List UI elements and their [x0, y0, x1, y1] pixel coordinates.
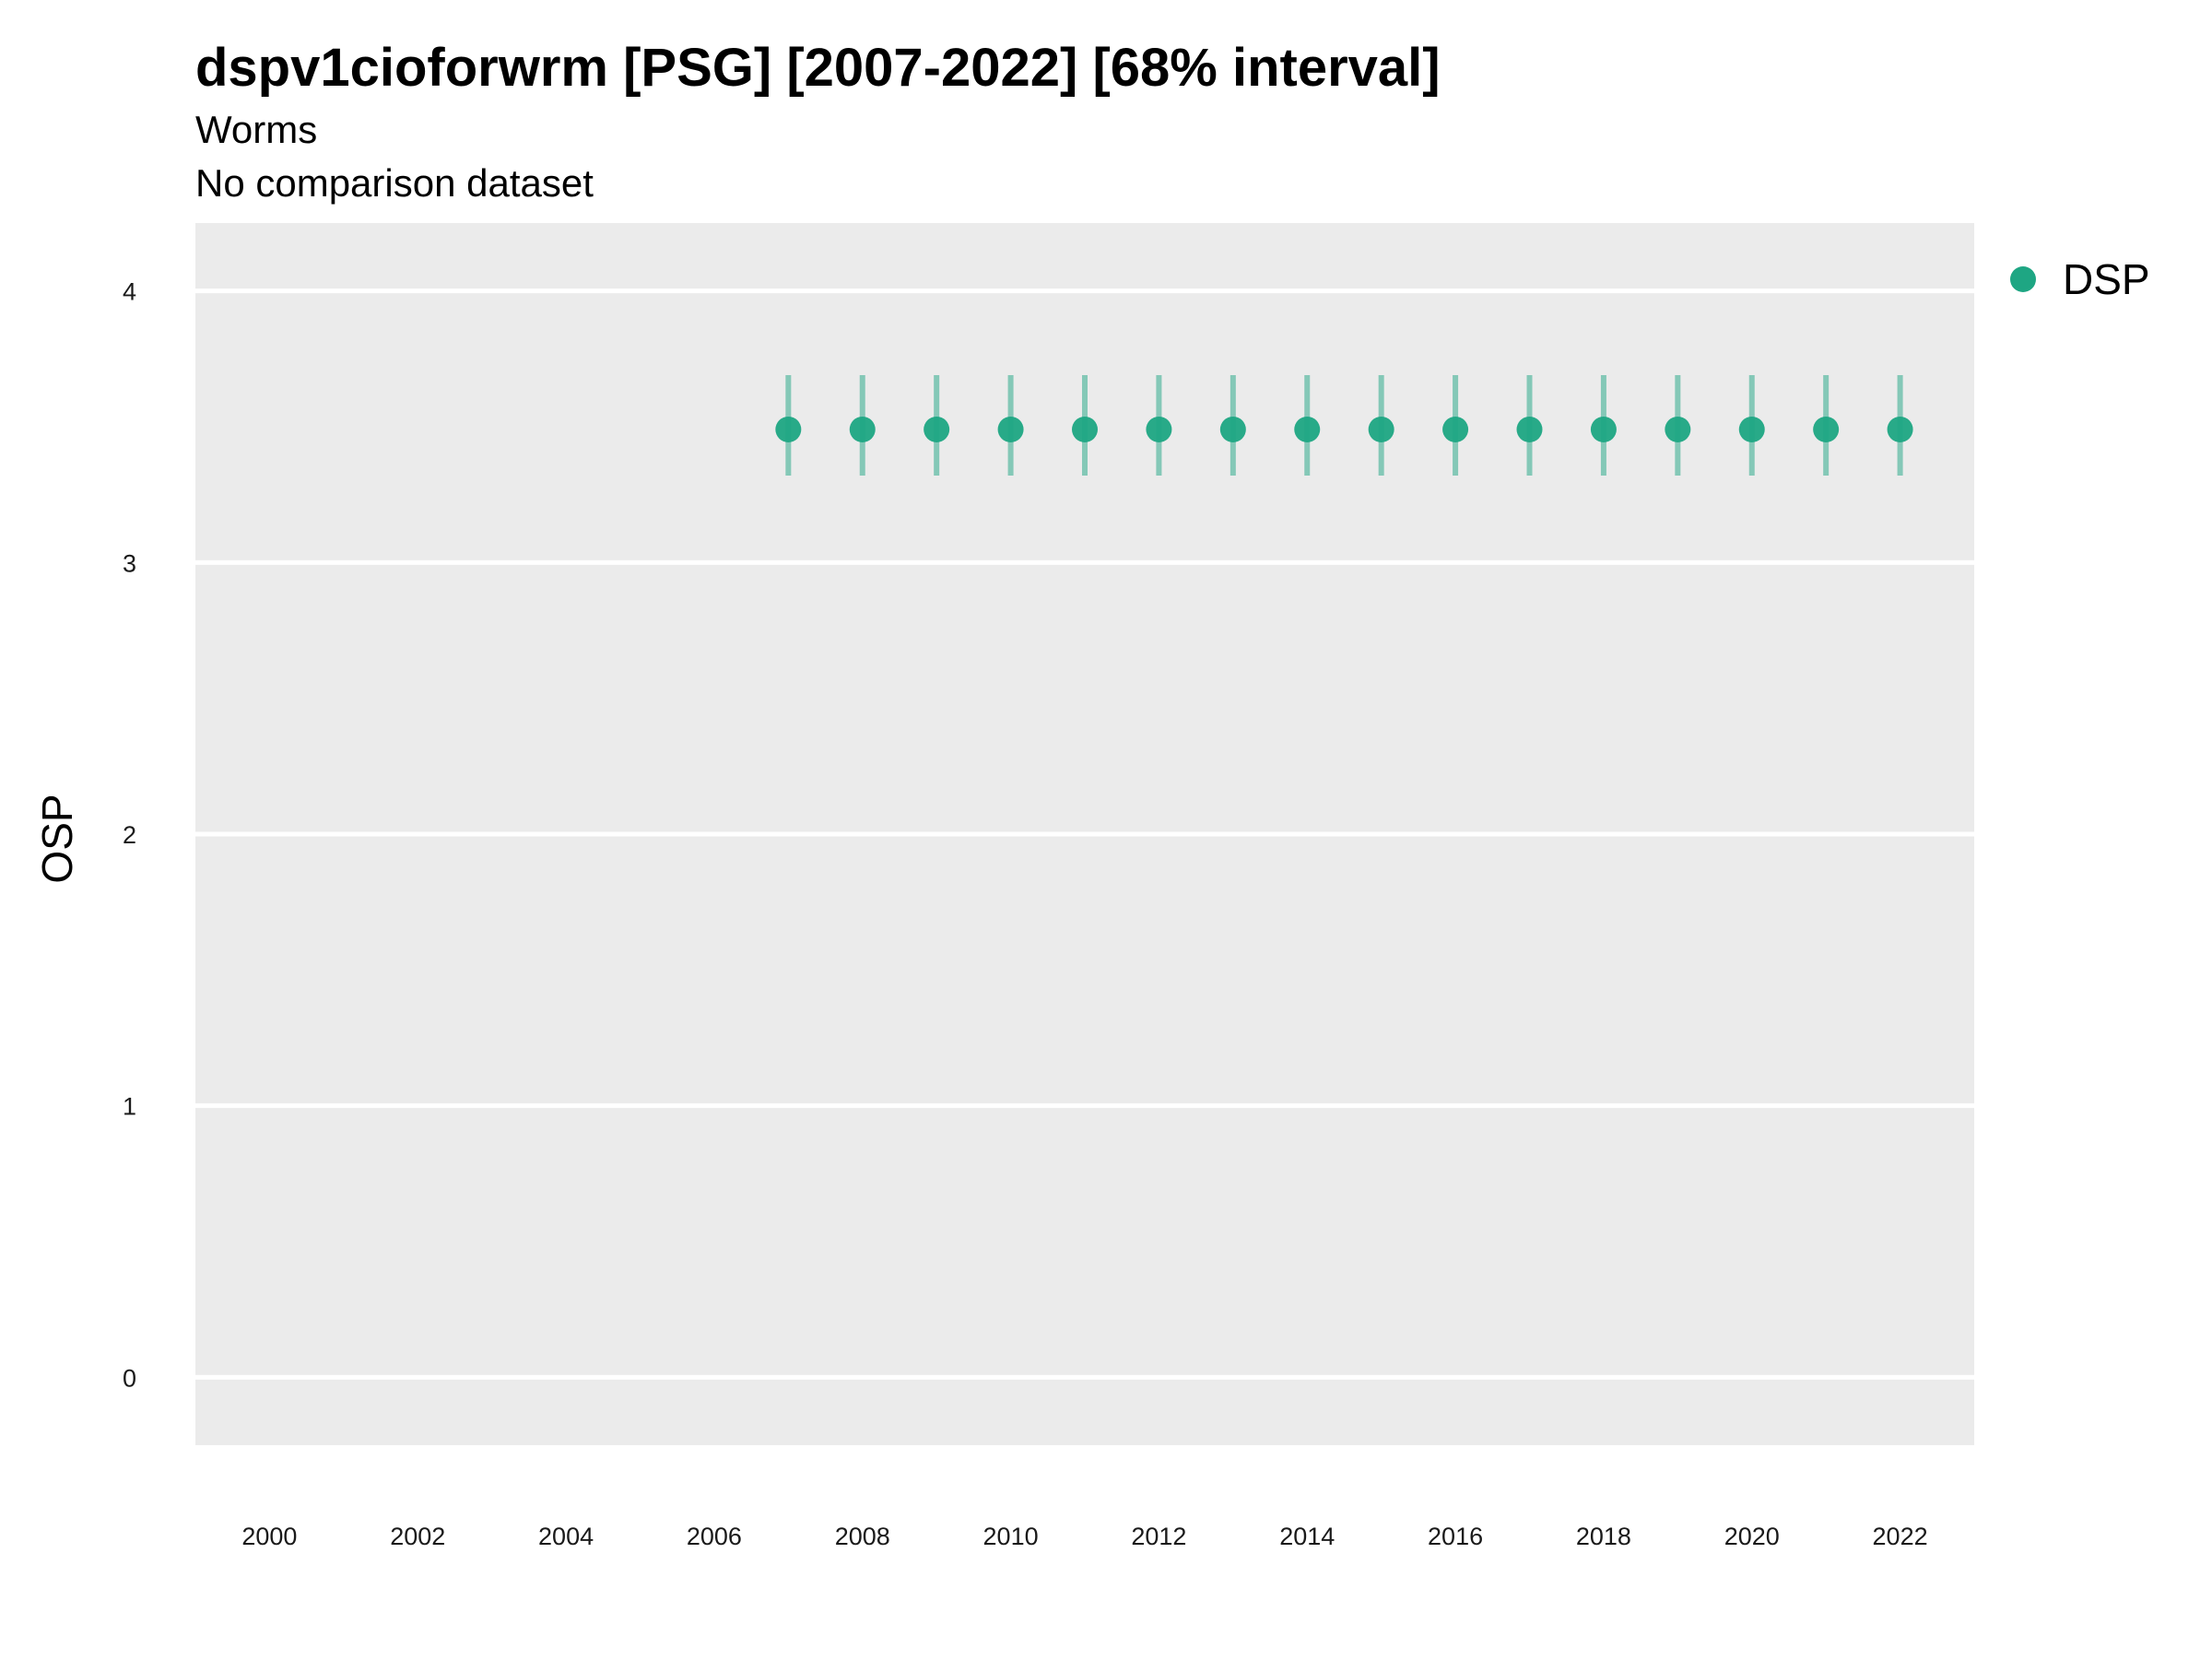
legend: DSP: [2010, 255, 2150, 303]
x-tick-label: 2006: [687, 1523, 742, 1550]
y-axis-ticks: 0 1 2 3 4: [123, 278, 136, 1393]
grid-lines: [195, 288, 1974, 1380]
data-point: [924, 416, 950, 442]
data-point: [1442, 416, 1469, 442]
data-point: [1368, 416, 1394, 442]
data-point: [1294, 416, 1321, 442]
y-tick-label: 4: [123, 278, 136, 306]
data-point: [997, 416, 1024, 442]
legend-label-dsp: DSP: [2063, 255, 2150, 303]
data-point: [1813, 416, 1840, 442]
legend-key-dsp: [2010, 266, 2036, 292]
x-tick-label: 2008: [835, 1523, 890, 1550]
x-tick-label: 2002: [390, 1523, 445, 1550]
data-point: [1665, 416, 1691, 442]
x-tick-label: 2018: [1576, 1523, 1631, 1550]
x-axis-ticks: 2000 2002 2004 2006 2008 2010 2012 2014 2016 2018…: [241, 1523, 1927, 1550]
x-tick-label: 2020: [1724, 1523, 1780, 1550]
data-point: [775, 416, 802, 442]
data-point: [1590, 416, 1617, 442]
y-axis-label: OSP: [33, 794, 81, 883]
y-tick-label: 1: [123, 1093, 136, 1121]
chart-title: dspv1cioforwrm [PSG] [2007-2022] [68% in…: [195, 38, 1441, 98]
data-marks: [775, 375, 1913, 477]
data-point: [849, 416, 876, 442]
x-tick-label: 2010: [983, 1523, 1039, 1550]
chart-subtitle-2: No comparison dataset: [195, 161, 594, 205]
chart-subtitle: Worms: [195, 108, 317, 151]
x-tick-label: 2004: [538, 1523, 594, 1550]
data-point: [1146, 416, 1172, 442]
x-tick-label: 2012: [1131, 1523, 1186, 1550]
data-point: [1072, 416, 1098, 442]
data-point: [1219, 416, 1246, 442]
y-tick-label: 2: [123, 821, 136, 849]
x-tick-label: 2022: [1873, 1523, 1928, 1550]
y-tick-label: 0: [123, 1364, 136, 1392]
data-point: [1887, 416, 1913, 442]
x-tick-label: 2016: [1428, 1523, 1483, 1550]
data-point: [1738, 416, 1765, 442]
data-point: [1516, 416, 1543, 442]
x-tick-label: 2000: [241, 1523, 297, 1550]
y-tick-label: 3: [123, 549, 136, 577]
x-tick-label: 2014: [1279, 1523, 1335, 1550]
